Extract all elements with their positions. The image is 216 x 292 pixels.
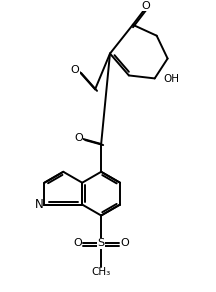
Text: CH₃: CH₃	[92, 267, 111, 277]
Text: OH: OH	[164, 74, 179, 84]
Text: O: O	[141, 1, 150, 11]
Text: O: O	[74, 133, 83, 143]
Text: N: N	[35, 198, 44, 211]
Text: S: S	[98, 238, 105, 248]
Text: O: O	[71, 65, 79, 75]
Text: O: O	[121, 238, 129, 248]
Text: O: O	[73, 238, 82, 248]
